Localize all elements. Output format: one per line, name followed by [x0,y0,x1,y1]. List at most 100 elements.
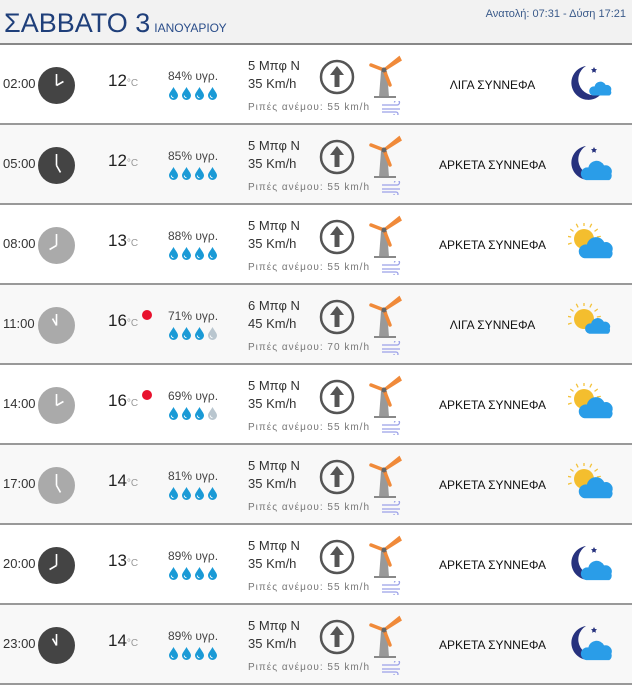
wind-direction-arrow-icon [319,139,355,180]
clock-icon [38,547,75,584]
temp-unit: °C [126,78,139,89]
clock-icon [38,67,75,104]
temperature: 12°C [108,71,139,90]
temp-unit: °C [126,478,139,489]
humidity-drops-icon [168,247,220,265]
day-title: ΣΑΒΒΑΤΟ 3 ΙΑΝΟΥΑΡΙΟΥ [4,8,227,38]
temperature: 12°C [108,151,139,170]
wind-info: 5 Μπφ Ν 35 Km/h [248,537,300,573]
wind-direction-arrow-icon [319,539,355,580]
clock-icon [38,627,75,664]
temp-unit: °C [126,318,139,329]
hour-label: 14:00 [3,396,36,411]
humidity: 81% υγρ. [168,469,219,483]
beaufort: 5 Μπφ Ν [248,378,300,393]
forecast-row: 20:00 13°C 89% υγρ. 5 Μπφ Ν 35 Km/h Ριπές… [0,525,632,605]
clock-icon [38,387,75,424]
weather-description: ΑΡΚΕΤΑ ΣΥΝΝΕΦΑ [438,478,547,492]
wind-turbine-icon [368,455,402,504]
wind-speed: 35 Km/h [248,556,297,571]
wind-info: 5 Μπφ Ν 35 Km/h [248,57,300,93]
temperature: 14°C [108,631,139,650]
wind-info: 5 Μπφ Ν 35 Km/h [248,137,300,173]
forecast-list: 02:00 12°C 84% υγρ. 5 Μπφ Ν 35 Km/h Ριπές… [0,45,638,685]
wind-direction-arrow-icon [319,619,355,660]
forecast-row: 05:00 12°C 85% υγρ. 5 Μπφ Ν 35 Km/h Ριπές… [0,125,632,205]
wind-info: 6 Μπφ Ν 45 Km/h [248,297,300,333]
humidity: 88% υγρ. [168,229,219,243]
wind-direction-arrow-icon [319,219,355,260]
forecast-row: 14:00 16°C 69% υγρ. 5 Μπφ Ν 35 Km/h Ριπές… [0,365,632,445]
wind-gust-icon [381,579,403,600]
beaufort: 5 Μπφ Ν [248,458,300,473]
alert-dot-icon [142,310,152,320]
humidity-drops-icon [168,167,220,185]
wind-gust: Ριπές ανέμου: 70 km/h [248,342,371,353]
temperature: 16°C [108,311,139,330]
wind-speed: 35 Km/h [248,396,297,411]
temp-unit: °C [126,398,139,409]
wind-gust: Ριπές ανέμου: 55 km/h [248,422,371,433]
hour-label: 11:00 [3,316,35,331]
wind-gust: Ριπές ανέμου: 55 km/h [248,262,371,273]
weather-description: ΛΙΓΑ ΣΥΝΝΕΦΑ [449,318,536,332]
humidity-drops-icon [168,407,220,425]
hour-label: 02:00 [3,76,36,91]
wind-gust-icon [381,499,403,520]
humidity: 85% υγρ. [168,149,219,163]
hour-label: 08:00 [3,236,36,251]
beaufort: 5 Μπφ Ν [248,138,300,153]
forecast-row: 11:00 16°C 71% υγρ. 6 Μπφ Ν 45 Km/h Ριπές… [0,285,632,365]
beaufort: 5 Μπφ Ν [248,218,300,233]
humidity-drops-icon [168,487,220,505]
humidity: 71% υγρ. [168,309,219,323]
wind-gust-icon [381,179,403,200]
forecast-row: 17:00 14°C 81% υγρ. 5 Μπφ Ν 35 Km/h Ριπές… [0,445,632,525]
weather-description: ΑΡΚΕΤΑ ΣΥΝΝΕΦΑ [438,238,547,252]
beaufort: 6 Μπφ Ν [248,298,300,313]
wind-gust-icon [381,259,403,280]
alert-dot-icon [142,390,152,400]
wind-info: 5 Μπφ Ν 35 Km/h [248,457,300,493]
wind-gust: Ριπές ανέμου: 55 km/h [248,182,371,193]
humidity-drops-icon [168,87,220,105]
hour-label: 17:00 [3,476,36,491]
weather-description: ΑΡΚΕΤΑ ΣΥΝΝΕΦΑ [438,158,547,172]
wind-info: 5 Μπφ Ν 35 Km/h [248,217,300,253]
humidity-drops-icon [168,567,220,585]
wind-info: 5 Μπφ Ν 35 Km/h [248,617,300,653]
weather-description: ΑΡΚΕΤΑ ΣΥΝΝΕΦΑ [438,558,547,572]
temperature: 14°C [108,471,139,490]
weather-description: ΛΙΓΑ ΣΥΝΝΕΦΑ [449,78,536,92]
beaufort: 5 Μπφ Ν [248,538,300,553]
temperature: 16°C [108,391,139,410]
wind-turbine-icon [368,215,402,264]
sunrise-sunset: Ανατολή: 07:31 - Δύση 17:21 [485,8,626,20]
humidity: 69% υγρ. [168,389,219,403]
clock-icon [38,227,75,264]
temperature: 13°C [108,231,139,250]
beaufort: 5 Μπφ Ν [248,618,300,633]
wind-info: 5 Μπφ Ν 35 Km/h [248,377,300,413]
sun-cloud-icon [567,302,616,348]
clock-icon [38,147,75,184]
wind-turbine-icon [368,375,402,424]
wind-turbine-icon [368,535,402,584]
beaufort: 5 Μπφ Ν [248,58,300,73]
wind-speed: 35 Km/h [248,636,297,651]
hour-label: 20:00 [3,556,36,571]
wind-speed: 35 Km/h [248,156,297,171]
day-header: ΣΑΒΒΑΤΟ 3 ΙΑΝΟΥΑΡΙΟΥ Ανατολή: 07:31 - Δύσ… [0,0,632,45]
temperature: 13°C [108,551,139,570]
hour-label: 05:00 [3,156,36,171]
wind-direction-arrow-icon [319,459,355,500]
wind-gust: Ριπές ανέμου: 55 km/h [248,582,371,593]
forecast-row: 02:00 12°C 84% υγρ. 5 Μπφ Ν 35 Km/h Ριπές… [0,45,632,125]
clock-icon [38,307,75,344]
humidity: 89% υγρ. [168,629,219,643]
hour-label: 23:00 [3,636,36,651]
humidity-drops-icon [168,327,220,345]
forecast-row: 08:00 13°C 88% υγρ. 5 Μπφ Ν 35 Km/h Ριπές… [0,205,632,285]
wind-direction-arrow-icon [319,299,355,340]
moon-clouds-icon [568,623,616,668]
